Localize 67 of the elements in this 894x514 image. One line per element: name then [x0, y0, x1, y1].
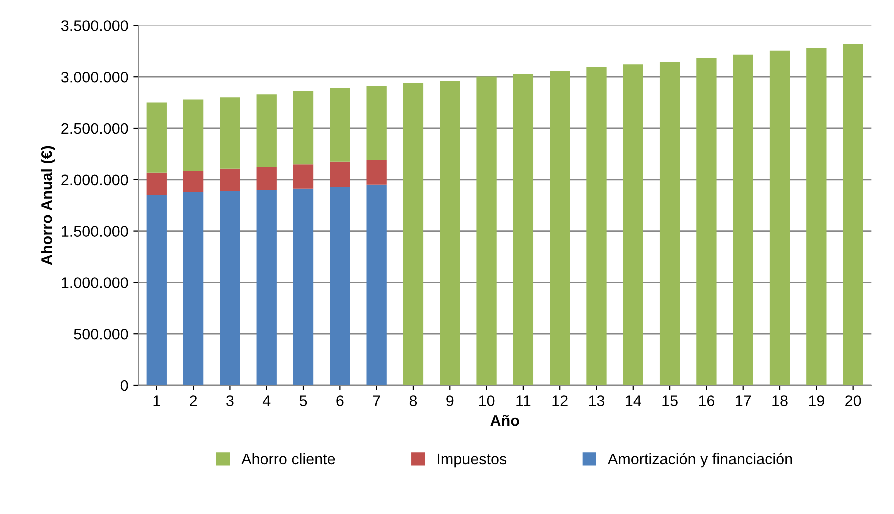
bar	[476, 76, 497, 386]
bar	[256, 190, 277, 386]
bar	[220, 192, 240, 386]
bar	[293, 164, 314, 189]
x-tick-label: 20	[846, 396, 862, 406]
legend-label: Amortización y financiación	[608, 453, 792, 468]
x-tick-label: 11	[516, 396, 531, 406]
x-tick-label: 8	[410, 396, 418, 406]
bar	[806, 48, 827, 386]
x-tick-label: 2	[190, 396, 198, 406]
bar	[220, 168, 240, 192]
x-tick-label: 7	[373, 396, 380, 406]
y-tick-label: 3.500.000	[61, 20, 128, 32]
bar	[440, 81, 460, 386]
y-tick-label: 500.000	[74, 328, 128, 340]
x-tick-label: 14	[626, 396, 642, 406]
bar	[733, 54, 754, 386]
bar	[843, 44, 864, 386]
x-axis-title: Año	[490, 415, 520, 426]
bar	[146, 102, 167, 173]
x-tick-label: 17	[736, 396, 752, 406]
bar	[366, 184, 387, 386]
x-tick-label: 6	[336, 396, 344, 406]
bar	[183, 171, 204, 193]
bar	[183, 100, 204, 172]
bar	[696, 58, 717, 386]
y-tick-label: 1.500.000	[62, 226, 128, 237]
bar	[623, 64, 644, 386]
x-tick-label: 4	[262, 396, 271, 406]
y-tick-label: 3.000.000	[61, 72, 128, 83]
x-tick-label: 10	[479, 396, 495, 406]
bar	[330, 162, 350, 188]
bar	[660, 62, 680, 386]
bar	[256, 94, 277, 167]
y-tick-label: 0	[120, 380, 128, 392]
legend-label: Ahorro cliente	[242, 453, 336, 465]
y-axis-title: Ahorro Anual (€)	[41, 146, 56, 266]
x-tick-label: 5	[300, 396, 308, 406]
bar	[220, 98, 240, 169]
bar	[550, 71, 570, 386]
x-tick-label: 9	[446, 396, 454, 406]
x-tick-label: 15	[662, 396, 678, 406]
bar	[146, 172, 167, 196]
bar	[586, 67, 607, 386]
bar	[146, 196, 167, 386]
y-tick-label: 2.500.000	[62, 123, 128, 134]
bar	[183, 192, 204, 386]
legend-label: Impuestos	[438, 454, 507, 468]
bar	[770, 50, 790, 386]
bar	[256, 166, 277, 190]
x-tick-label: 13	[589, 396, 605, 406]
x-tick-label: 16	[699, 396, 715, 406]
bar	[366, 86, 387, 160]
x-tick-label: 3	[226, 396, 234, 406]
x-tick-label: 19	[809, 396, 824, 406]
bar	[293, 188, 314, 386]
bar	[366, 160, 387, 185]
bar	[330, 88, 350, 162]
bar	[293, 91, 314, 165]
bar	[513, 74, 534, 386]
bar	[330, 188, 350, 386]
x-tick-label: 18	[772, 396, 788, 406]
x-tick-label: 1	[154, 396, 160, 406]
y-tick-label: 2.000.000	[62, 174, 128, 186]
x-tick-label: 12	[552, 396, 568, 406]
bar	[403, 83, 424, 386]
y-tick-label: 1.000.000	[62, 278, 128, 288]
